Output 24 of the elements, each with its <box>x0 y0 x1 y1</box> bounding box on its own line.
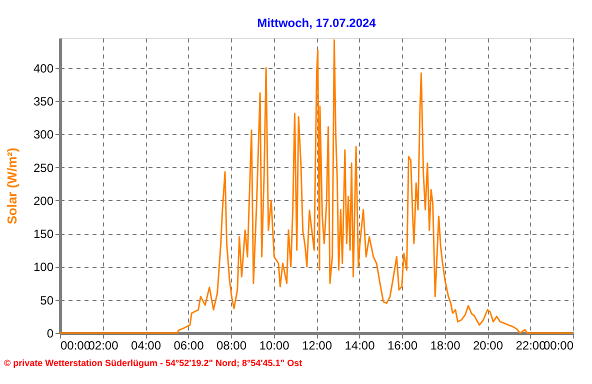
y-tick-label: 200 <box>33 194 54 208</box>
x-tick-label: 16:00 <box>387 338 418 352</box>
x-tick-label: 00:00 <box>60 338 91 352</box>
y-tick-label: 400 <box>33 61 54 76</box>
chart-title: Mittwoch, 17.07.2024 <box>257 16 376 30</box>
x-tick-label: 10:00 <box>259 338 290 352</box>
x-tick-label: 20:00 <box>472 338 504 352</box>
x-tick-label: 06:00 <box>174 338 204 352</box>
x-tick-label: 04:00 <box>130 338 162 352</box>
x-tick-label: 02:00 <box>88 338 119 352</box>
y-tick-label: 250 <box>33 160 54 175</box>
y-tick-label: 100 <box>33 260 54 274</box>
y-tick-label: 150 <box>33 227 54 242</box>
y-tick-label: 350 <box>33 94 54 108</box>
y-tick-label: 50 <box>40 293 54 308</box>
x-tick-label: 08:00 <box>216 338 247 352</box>
x-tick-label: 18:00 <box>430 338 461 352</box>
x-tick-label: 12:00 <box>302 338 332 352</box>
line-series <box>59 39 574 334</box>
y-tick-label: 0 <box>46 326 54 340</box>
y-tick-label: 300 <box>33 128 54 142</box>
x-tick-label: 14:00 <box>344 338 376 352</box>
y-axis-title: Solar (W/m²) <box>4 148 20 224</box>
text: © private Wetterstation Süderlügum - 54°52'19.2" Nord; 8°54'45.1" Ost <box>4 358 302 368</box>
